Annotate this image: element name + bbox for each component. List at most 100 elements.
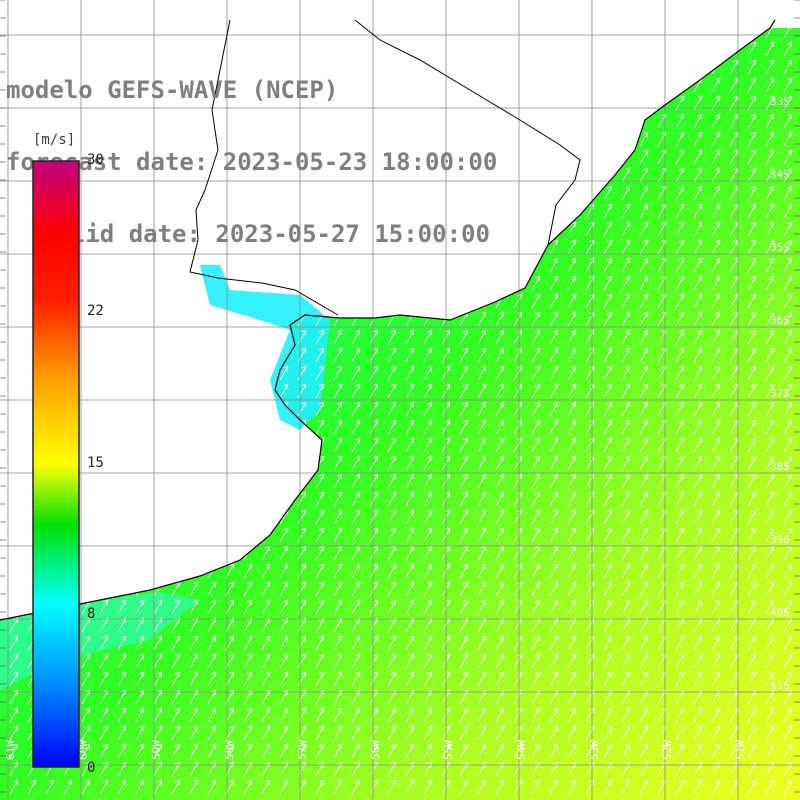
wind-arrow bbox=[153, 473, 163, 489]
wind-arrow bbox=[711, 329, 721, 345]
wind-arrow bbox=[117, 311, 127, 327]
wind-arrow bbox=[585, 779, 595, 795]
wind-arrow bbox=[153, 365, 163, 381]
colorbar-units: [m/s] bbox=[33, 132, 76, 148]
wind-arrow bbox=[189, 293, 199, 309]
wind-arrow bbox=[621, 509, 631, 525]
wind-arrow bbox=[603, 41, 613, 57]
wind-arrow bbox=[279, 473, 289, 489]
wind-arrow bbox=[387, 581, 397, 597]
wind-arrow bbox=[459, 725, 469, 741]
wind-arrow bbox=[639, 41, 649, 57]
colorbar-tick: 15 bbox=[87, 455, 104, 471]
wind-arrow bbox=[549, 635, 559, 651]
wind-arrow bbox=[711, 779, 721, 795]
wind-arrow bbox=[621, 581, 631, 597]
wind-arrow bbox=[297, 743, 307, 759]
wind-arrow bbox=[207, 347, 217, 363]
wind-arrow bbox=[351, 293, 361, 309]
wind-arrow bbox=[297, 383, 307, 399]
wind-arrow bbox=[135, 599, 145, 615]
wind-arrow bbox=[513, 329, 523, 345]
wind-arrow bbox=[495, 311, 505, 327]
wind-arrow bbox=[513, 653, 523, 669]
wind-arrow bbox=[387, 563, 397, 579]
wind-arrow bbox=[711, 275, 721, 291]
wind-arrow bbox=[639, 455, 649, 471]
wind-arrow bbox=[369, 401, 379, 417]
wind-arrow bbox=[333, 527, 343, 543]
wind-arrow bbox=[531, 41, 541, 57]
wind-arrow bbox=[747, 635, 757, 651]
wind-arrow bbox=[549, 653, 559, 669]
wind-arrow bbox=[99, 707, 109, 723]
wind-arrow bbox=[675, 275, 685, 291]
wind-arrow bbox=[621, 77, 631, 93]
wind-arrow bbox=[765, 743, 775, 759]
wind-arrow bbox=[315, 707, 325, 723]
wind-arrow bbox=[405, 329, 415, 345]
wind-arrow bbox=[117, 329, 127, 345]
wind-arrow bbox=[531, 167, 541, 183]
wind-arrow bbox=[783, 761, 793, 777]
wind-arrow bbox=[711, 77, 721, 93]
wind-arrow bbox=[531, 671, 541, 687]
lon-label: 59W bbox=[150, 740, 163, 760]
wind-arrow bbox=[549, 329, 559, 345]
wind-arrow bbox=[477, 383, 487, 399]
wind-arrow bbox=[639, 707, 649, 723]
wind-arrow bbox=[711, 365, 721, 381]
wind-arrow bbox=[621, 239, 631, 255]
wind-arrow bbox=[567, 563, 577, 579]
wind-arrow bbox=[675, 563, 685, 579]
wind-arrow bbox=[405, 671, 415, 687]
wind-arrow bbox=[81, 635, 91, 651]
wind-arrow bbox=[549, 113, 559, 129]
wind-arrow bbox=[333, 473, 343, 489]
wind-arrow bbox=[639, 131, 649, 147]
wind-arrow bbox=[189, 779, 199, 795]
wind-arrow bbox=[135, 545, 145, 561]
wind-arrow bbox=[189, 419, 199, 435]
wind-arrow bbox=[81, 491, 91, 507]
wind-arrow bbox=[603, 221, 613, 237]
wind-arrow bbox=[585, 203, 595, 219]
wind-arrow bbox=[495, 329, 505, 345]
wind-arrow bbox=[567, 329, 577, 345]
wind-arrow bbox=[567, 293, 577, 309]
wind-arrow bbox=[549, 779, 559, 795]
wind-arrow bbox=[423, 653, 433, 669]
wind-arrow bbox=[261, 509, 271, 525]
wind-arrow bbox=[369, 491, 379, 507]
wind-arrow bbox=[405, 437, 415, 453]
wind-arrow bbox=[711, 761, 721, 777]
wind-arrow bbox=[675, 383, 685, 399]
wind-arrow bbox=[585, 167, 595, 183]
wind-arrow bbox=[459, 581, 469, 597]
wind-arrow bbox=[315, 527, 325, 543]
wind-arrow bbox=[387, 707, 397, 723]
wind-arrow bbox=[765, 221, 775, 237]
wind-arrow bbox=[9, 455, 19, 471]
wind-arrow bbox=[153, 293, 163, 309]
wind-arrow bbox=[783, 185, 793, 201]
wind-arrow bbox=[585, 455, 595, 471]
wind-arrow bbox=[351, 581, 361, 597]
wind-arrow bbox=[711, 113, 721, 129]
wind-arrow bbox=[783, 473, 793, 489]
wind-arrow bbox=[9, 473, 19, 489]
wind-arrow bbox=[243, 635, 253, 651]
wind-arrow bbox=[513, 473, 523, 489]
wind-arrow bbox=[387, 383, 397, 399]
wind-arrow bbox=[711, 41, 721, 57]
wind-arrow bbox=[279, 779, 289, 795]
wind-arrow bbox=[747, 473, 757, 489]
wind-arrow bbox=[495, 653, 505, 669]
wind-arrow bbox=[405, 293, 415, 309]
wind-arrow bbox=[783, 437, 793, 453]
wind-arrow bbox=[333, 599, 343, 615]
wind-arrow bbox=[585, 185, 595, 201]
wind-arrow bbox=[405, 509, 415, 525]
wind-arrow bbox=[315, 383, 325, 399]
wind-arrow bbox=[783, 347, 793, 363]
